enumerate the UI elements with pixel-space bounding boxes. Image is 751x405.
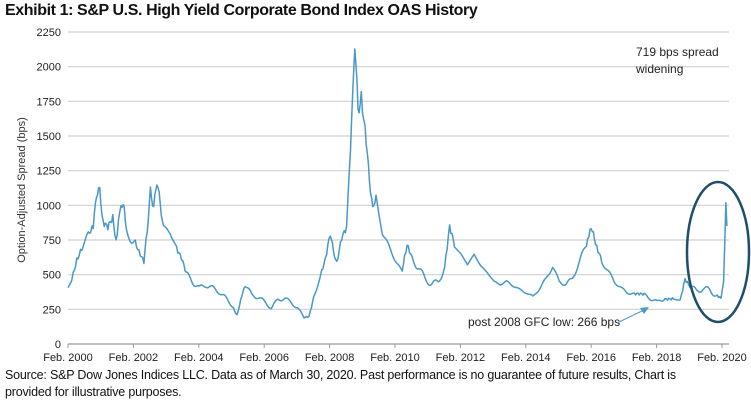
x-tick-label: Feb. 2012 <box>436 352 486 364</box>
x-tick-label: Feb. 2016 <box>566 352 616 364</box>
y-axis-label: Option-Adjusted Spread (bps) <box>16 117 28 263</box>
chart-title: Exhibit 1: S&P U.S. High Yield Corporate… <box>5 2 478 19</box>
x-tick-label: Feb. 2014 <box>501 352 551 364</box>
x-tick-label: Feb. 2008 <box>305 352 355 364</box>
annotation-gfc-low: post 2008 GFC low: 266 bps <box>468 315 620 329</box>
y-tick-labels: 0 250 500 750 1000 1250 1500 1750 2000 2250 <box>37 27 61 351</box>
x-tick-labels: Feb. 2000 Feb. 2002 Feb. 2004 Feb. 2006 Feb.… <box>43 352 747 364</box>
annotation-spread-widening-line2: widening <box>635 62 683 76</box>
y-tick-label: 750 <box>43 235 61 247</box>
annotation-ellipse <box>685 180 751 324</box>
y-tick-label: 2000 <box>37 62 61 74</box>
gridlines <box>67 31 729 348</box>
x-tick-label: Feb. 2018 <box>632 352 682 364</box>
y-tick-label: 500 <box>43 270 61 282</box>
y-tick-label: 2250 <box>37 27 61 39</box>
y-tick-label: 250 <box>43 304 61 316</box>
x-tick-label: Feb. 2004 <box>174 352 224 364</box>
annotation-spread-widening-line1: 719 bps spread <box>636 45 719 59</box>
y-tick-label: 0 <box>55 339 61 351</box>
y-tick-label: 1500 <box>37 131 61 143</box>
y-tick-label: 1750 <box>37 96 61 108</box>
x-tick-label: Feb. 2002 <box>109 352 159 364</box>
source-note-line2: provided for illustrative purposes. <box>5 385 182 399</box>
source-note-line1: Source: S&P Dow Jones Indices LLC. Data … <box>5 368 676 382</box>
y-tick-label: 1250 <box>37 166 61 178</box>
annotation-arrow-head <box>640 307 649 314</box>
x-tick-label: Feb. 2000 <box>43 352 93 364</box>
x-tick-label: Feb. 2020 <box>697 352 747 364</box>
y-tick-label: 1000 <box>37 200 61 212</box>
series-line-oas <box>67 48 728 319</box>
annotation-arrow-line <box>616 309 645 324</box>
x-tick-label: Feb. 2010 <box>370 352 420 364</box>
x-tick-label: Feb. 2006 <box>239 352 289 364</box>
